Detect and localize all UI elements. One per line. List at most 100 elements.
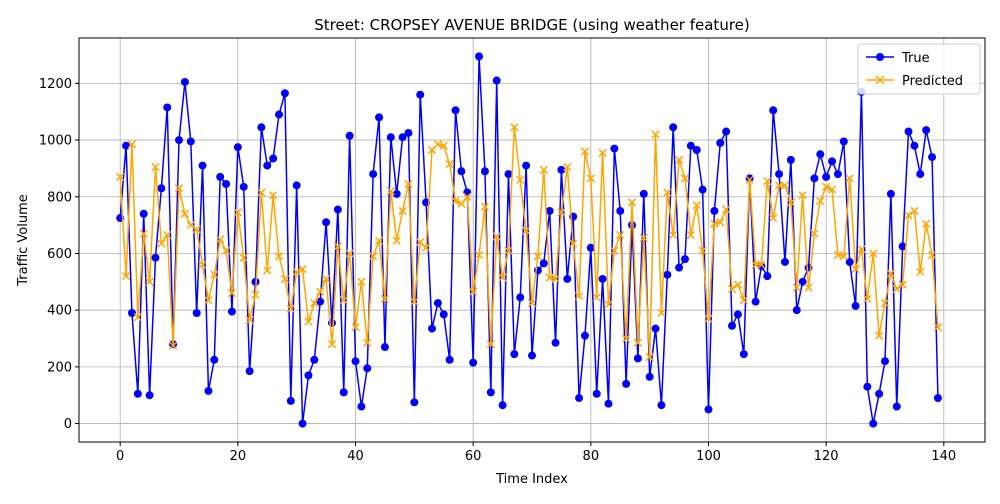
data-point-true (398, 133, 407, 142)
data-point-predicted (669, 230, 678, 240)
data-point-predicted (898, 280, 907, 289)
series-predicted (116, 123, 943, 362)
data-point-predicted (292, 267, 301, 277)
data-point-true (592, 389, 601, 398)
data-point-predicted (151, 162, 160, 172)
data-point-true (457, 167, 466, 176)
data-point-predicted (204, 296, 213, 305)
data-point-true (822, 172, 831, 181)
y-tick-label: 200 (47, 360, 72, 375)
data-point-predicted (927, 250, 937, 260)
data-point-true (433, 299, 442, 308)
data-point-predicted (345, 249, 354, 258)
data-point-predicted (139, 229, 148, 238)
data-point-predicted (463, 192, 472, 201)
data-point-predicted (357, 277, 366, 286)
data-point-predicted (392, 236, 401, 245)
x-tick-label: 60 (465, 449, 482, 464)
data-point-predicted (280, 274, 290, 284)
data-point-predicted (869, 249, 878, 258)
data-point-predicted (645, 352, 654, 362)
data-point-true (863, 382, 872, 391)
data-point-true (210, 355, 219, 364)
data-point-predicted (486, 340, 495, 349)
data-point-true (916, 170, 925, 179)
data-point-predicted (121, 272, 131, 281)
data-point-predicted (786, 198, 795, 207)
data-point-true (310, 355, 319, 364)
data-point-true (751, 297, 760, 306)
data-point-predicted (592, 293, 601, 302)
data-point-true (322, 218, 331, 227)
data-point-predicted (251, 290, 260, 299)
data-point-predicted (521, 226, 531, 235)
data-point-predicted (610, 246, 619, 255)
data-point-true (798, 277, 807, 286)
data-point-predicted (474, 250, 484, 260)
data-point-predicted (616, 230, 625, 240)
chart-title: Street: CROPSEY AVENUE BRIDGE (using wea… (314, 16, 750, 34)
data-point-predicted (739, 296, 748, 305)
data-point-true (316, 297, 325, 306)
data-point-predicted (333, 242, 342, 251)
data-point-true (539, 259, 548, 268)
legend-label-predicted: Predicted (902, 74, 963, 89)
data-point-true (763, 272, 772, 281)
y-tick-label: 800 (47, 190, 72, 205)
data-point-true (375, 113, 384, 122)
data-point-true (880, 357, 889, 366)
data-point-true (469, 358, 478, 367)
data-point-true (451, 106, 460, 115)
x-tick-label: 80 (583, 449, 600, 464)
data-point-predicted (398, 206, 407, 216)
data-point-predicted (439, 141, 448, 150)
data-point-predicted (145, 277, 154, 286)
data-point-true (504, 170, 513, 179)
data-point-true (498, 401, 507, 410)
data-point-predicted (763, 177, 772, 186)
data-point-predicted (598, 148, 607, 157)
data-point-predicted (245, 315, 254, 325)
data-point-true (722, 127, 731, 136)
data-point-predicted (163, 230, 172, 240)
data-point-true (416, 90, 425, 99)
data-point-predicted (816, 196, 825, 206)
data-point-predicted (316, 287, 325, 296)
data-point-true (622, 379, 631, 388)
data-point-true (292, 181, 301, 190)
y-tick-label: 600 (47, 247, 72, 262)
data-point-predicted (174, 184, 184, 193)
data-point-predicted (774, 181, 784, 190)
data-point-predicted (916, 267, 925, 277)
data-point-predicted (686, 230, 695, 240)
data-point-true (522, 161, 531, 170)
data-point-predicted (363, 338, 372, 347)
data-point-true (669, 123, 678, 132)
data-point-true (769, 106, 778, 115)
data-point-predicted (198, 260, 207, 269)
data-point-predicted (563, 162, 572, 172)
data-point-predicted (498, 273, 507, 282)
data-point-predicted (445, 160, 454, 169)
data-point-true (833, 170, 842, 179)
data-point-true (510, 350, 519, 359)
data-point-predicted (680, 174, 690, 183)
x-axis-label: Time Index (495, 472, 568, 487)
data-point-true (745, 174, 754, 183)
data-point-true (663, 270, 672, 279)
data-point-true (204, 386, 213, 395)
data-point-true (728, 321, 737, 330)
data-point-true (639, 189, 648, 198)
data-point-predicted (674, 155, 684, 165)
data-point-true (598, 274, 607, 283)
data-point-predicted (745, 175, 754, 184)
data-point-predicted (216, 235, 225, 244)
data-point-true (245, 367, 254, 376)
data-point-predicted (516, 175, 525, 184)
data-point-true (298, 419, 307, 428)
data-point-predicted (274, 252, 284, 261)
data-point-true (904, 127, 913, 136)
data-point-true (445, 355, 454, 364)
data-point-predicted (457, 199, 466, 208)
data-point-predicted (798, 191, 807, 200)
